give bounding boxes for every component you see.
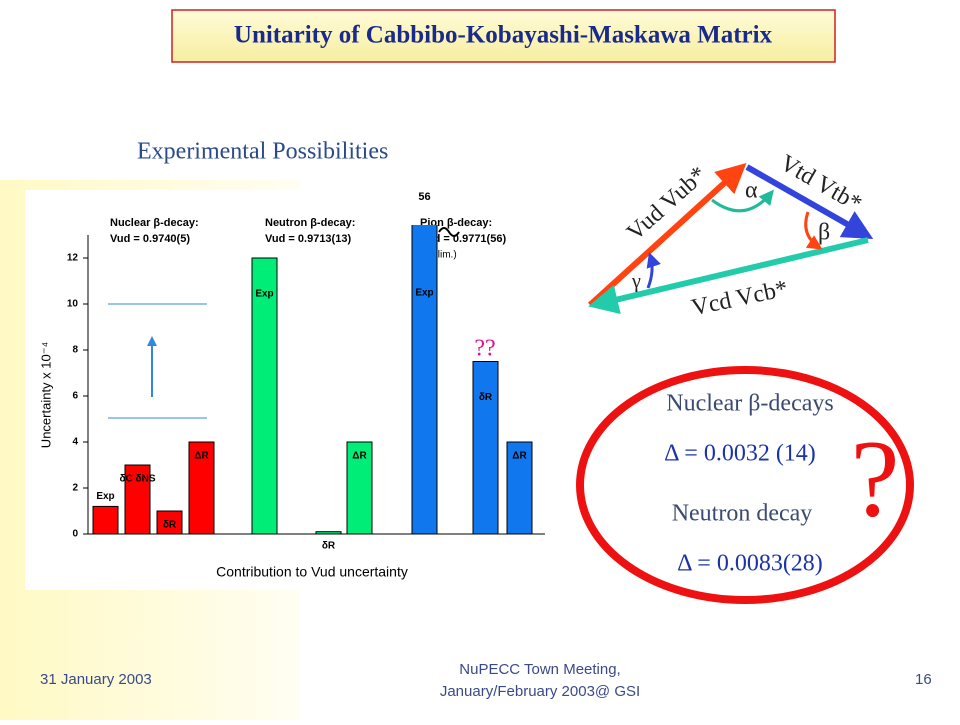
- result-value: Δ = 0.0032 (14): [664, 441, 816, 467]
- footer-page: 16: [915, 671, 932, 688]
- bar: [472, 361, 499, 535]
- group-label: Neutron β-decay:: [265, 217, 355, 229]
- subtitle: Experimental Possibilities: [137, 139, 388, 165]
- bar-label: δR: [479, 392, 493, 403]
- footer-meeting: January/February 2003@ GSI: [440, 683, 640, 700]
- bar-label: Exp: [255, 289, 273, 300]
- angle-arc: [804, 211, 823, 250]
- group-label: Vud = 0.9740(5): [110, 233, 190, 245]
- footer-date: 31 January 2003: [40, 671, 152, 688]
- bar-label: δR: [163, 520, 177, 531]
- group-label: (prelim.): [420, 250, 457, 261]
- bar: [315, 531, 342, 535]
- footer-meeting: NuPECC Town Meeting,: [459, 661, 620, 678]
- side-arrow: [587, 162, 747, 308]
- y-tick-label: 0: [72, 529, 78, 540]
- result-label: Neutron decay: [672, 501, 813, 527]
- y-axis-label: Uncertainty x 10⁻⁴: [38, 342, 53, 448]
- y-tick-label: 4: [72, 437, 78, 448]
- group-label: Vud = 0.9713(13): [265, 233, 351, 245]
- title: Unitarity of Cabbibo-Kobayashi-Maskawa M…: [234, 22, 773, 49]
- group-label: Vud = 0.9771(56): [420, 233, 506, 245]
- y-tick-label: 8: [72, 345, 78, 356]
- bar: [346, 441, 373, 535]
- angle-label: γ: [631, 271, 641, 293]
- angle-label: α: [745, 178, 758, 204]
- angle-arc: [711, 189, 774, 213]
- bar-label: ΔR: [194, 451, 209, 462]
- y-tick-label: 6: [72, 391, 78, 402]
- x-axis-label: Contribution to Vud uncertainty: [216, 564, 408, 580]
- axis-break: [438, 227, 460, 237]
- result-label: Nuclear β-decays: [666, 391, 833, 417]
- bar-label: Exp: [96, 491, 114, 502]
- bar-label: δR: [322, 540, 336, 551]
- bar-label: ΔR: [512, 451, 527, 462]
- bar: [124, 464, 151, 535]
- bar: [251, 257, 278, 535]
- group-label: Nuclear β-decay:: [110, 217, 199, 229]
- bar: [92, 505, 119, 535]
- result-value: Δ = 0.0083(28): [677, 551, 823, 577]
- bar: [506, 441, 533, 535]
- y-tick-label: 2: [72, 483, 78, 494]
- question-mark: ??: [474, 336, 495, 362]
- highlight-ellipse: [576, 366, 914, 604]
- bar-label: ΔR: [352, 451, 367, 462]
- bar: [411, 225, 438, 535]
- angle-arc: [646, 252, 661, 289]
- y-tick-label: 12: [67, 253, 79, 264]
- plot-area: [92, 225, 533, 535]
- bar: [188, 441, 215, 535]
- triangle: [587, 162, 874, 315]
- bar-label: δC δNS: [119, 474, 155, 485]
- title-box: [171, 9, 836, 63]
- bar: [156, 510, 183, 535]
- question-mark: ?: [851, 417, 900, 539]
- side-arrow: [745, 164, 874, 239]
- group-label: Pion β-decay:: [420, 217, 492, 229]
- side-arrow: [588, 237, 869, 315]
- angle-label: β: [818, 220, 830, 246]
- bar-label: Exp: [415, 288, 433, 299]
- y-tick-label: 10: [67, 299, 79, 310]
- value-label: 56: [418, 191, 430, 203]
